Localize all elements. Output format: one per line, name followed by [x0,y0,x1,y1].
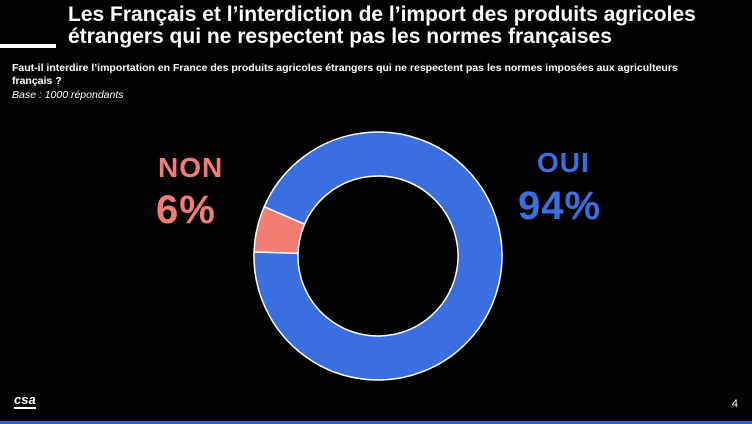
survey-question: Faut-il interdire l’importation en Franc… [12,62,678,87]
bottom-band [0,421,752,424]
label-non-value: 6% [156,188,216,232]
csa-logo: csa [14,392,36,409]
donut-slice-oui [253,131,503,381]
label-oui-name: OUI [537,147,590,178]
slide-title: Les Français et l’interdiction de l’impo… [68,3,696,48]
label-non-name: NON [158,152,224,183]
page-number: 4 [731,398,738,410]
label-oui-value: 94% [518,184,602,228]
sample-base: Base : 1000 répondants [12,89,124,101]
title-accent-bar [0,44,56,48]
